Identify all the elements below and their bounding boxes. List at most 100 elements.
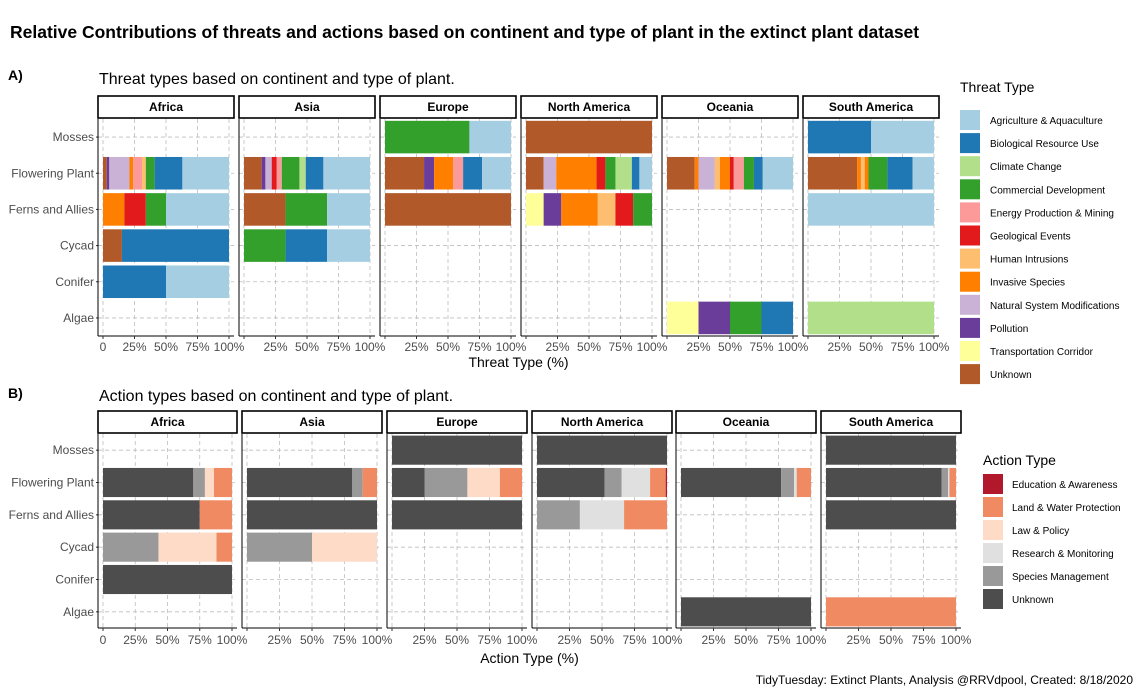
panel-b: B) Action types based on continent and ty… [8, 385, 1121, 666]
bar-segment [781, 467, 795, 498]
x-tick-label: 50% [590, 633, 614, 647]
facet-strip [97, 410, 238, 434]
facet-strip [802, 95, 940, 119]
bar-segment [244, 193, 286, 226]
bar-segment [247, 532, 312, 562]
y-tick-label: Cycad [60, 540, 94, 554]
bar-segment [482, 156, 511, 190]
y-tick-label: Ferns and Allies [9, 508, 94, 522]
bar-segment [121, 229, 229, 262]
x-tick-label: 100% [507, 633, 538, 647]
legend-swatch [960, 133, 980, 154]
bar-segment [826, 597, 956, 627]
facet-strip [238, 95, 376, 119]
facet-oceania: Oceania 25% 50% 75% 100% [661, 95, 809, 354]
facet-africa: Africa 0 25% 50% 75% 100% [97, 410, 248, 647]
x-tick-label: 50% [734, 633, 758, 647]
y-tick-label: Cycad [60, 239, 94, 253]
panel-label: A) [8, 67, 23, 83]
legend-label: Species Management [1012, 572, 1109, 583]
x-tick-label: 25% [123, 633, 147, 647]
x-tick-label: 25% [122, 340, 146, 354]
facet-strip [661, 95, 799, 119]
bar-segment [285, 193, 328, 226]
facet-north-america: North America 25% 50% 75% 100% [520, 95, 668, 354]
bar-segment [667, 156, 695, 190]
legend: Threat Type Agriculture & Aquaculture Biol… [960, 79, 1120, 385]
x-tick-label: 75% [890, 340, 914, 354]
bar-segment [526, 156, 544, 190]
bar-segment [247, 500, 377, 530]
bar-segment [826, 467, 942, 498]
legend-label: Unknown [1012, 595, 1054, 606]
chart-panels: A) Threat types based on continent and ty… [8, 67, 1121, 666]
bar-segment [247, 467, 353, 498]
facet-asia: Asia 25% 50% 75% 100% [238, 95, 386, 354]
bar-segment [276, 156, 282, 190]
facet-strip-label: Asia [299, 415, 325, 429]
bar-segment [681, 467, 782, 498]
legend-swatch [960, 294, 980, 315]
facet-strip-label: South America [829, 100, 914, 114]
legend-swatch [960, 225, 980, 246]
bar-segment [556, 156, 597, 190]
bar-segment [596, 156, 606, 190]
bar-segment [808, 301, 934, 335]
facet-strip-label: North America [561, 415, 644, 429]
bar-segment [579, 500, 625, 530]
bar-segment [794, 467, 797, 498]
panel-title: Action types based on continent and type… [99, 388, 453, 405]
bar-segment [912, 156, 934, 190]
bar-segment [667, 301, 699, 335]
legend-swatch [960, 271, 980, 292]
legend-swatch [960, 202, 980, 223]
bar-segment [631, 156, 640, 190]
bar-segment [860, 156, 865, 190]
bar-segment [597, 193, 616, 226]
legend-swatch [960, 248, 980, 269]
legend-label: Law & Policy [1012, 526, 1069, 537]
bar-segment [271, 156, 277, 190]
facet-north-america: North America 25% 50% 75% 100% [531, 410, 683, 647]
bar-segment [385, 156, 425, 190]
x-tick-label: 50% [445, 633, 469, 647]
bar-segment [193, 467, 205, 498]
x-tick-label: 50% [436, 340, 460, 354]
bar-segment [362, 467, 377, 498]
x-tick-label: 25% [827, 340, 851, 354]
bar-segment [244, 229, 286, 262]
bar-segment [385, 120, 470, 154]
bar-segment [948, 467, 950, 498]
bar-segment [615, 156, 632, 190]
bar-segment [133, 156, 143, 190]
facet-strip-label: Asia [294, 100, 320, 114]
bar-segment [103, 532, 159, 562]
x-tick-label: 50% [718, 340, 742, 354]
x-tick-label: 50% [879, 633, 903, 647]
chart-caption: TidyTuesday: Extinct Plants, Analysis @R… [756, 673, 1134, 687]
x-tick-label: 0 [100, 633, 107, 647]
legend-label: Invasive Species [990, 278, 1065, 289]
facet-strip [379, 95, 517, 119]
bar-segment [312, 532, 377, 562]
bar-segment [714, 156, 720, 190]
facet-strip-label: Europe [436, 415, 478, 429]
x-tick-label: 50% [577, 340, 601, 354]
bar-segment [941, 467, 949, 498]
bar-segment [615, 193, 634, 226]
x-tick-label: 100% [652, 633, 683, 647]
bar-segment [753, 156, 763, 190]
bar-segment [526, 193, 544, 226]
legend-swatch [983, 589, 1003, 609]
bar-segment [561, 193, 598, 226]
y-tick-label: Conifer [55, 573, 94, 587]
bar-segment [385, 193, 511, 226]
facet-strip [675, 410, 817, 434]
x-tick-label: 75% [326, 340, 350, 354]
facet-strip [241, 410, 383, 434]
x-tick-label: 100% [496, 340, 527, 354]
x-tick-label: 100% [355, 340, 386, 354]
legend-swatch [960, 179, 980, 200]
bar-segment [103, 265, 166, 299]
